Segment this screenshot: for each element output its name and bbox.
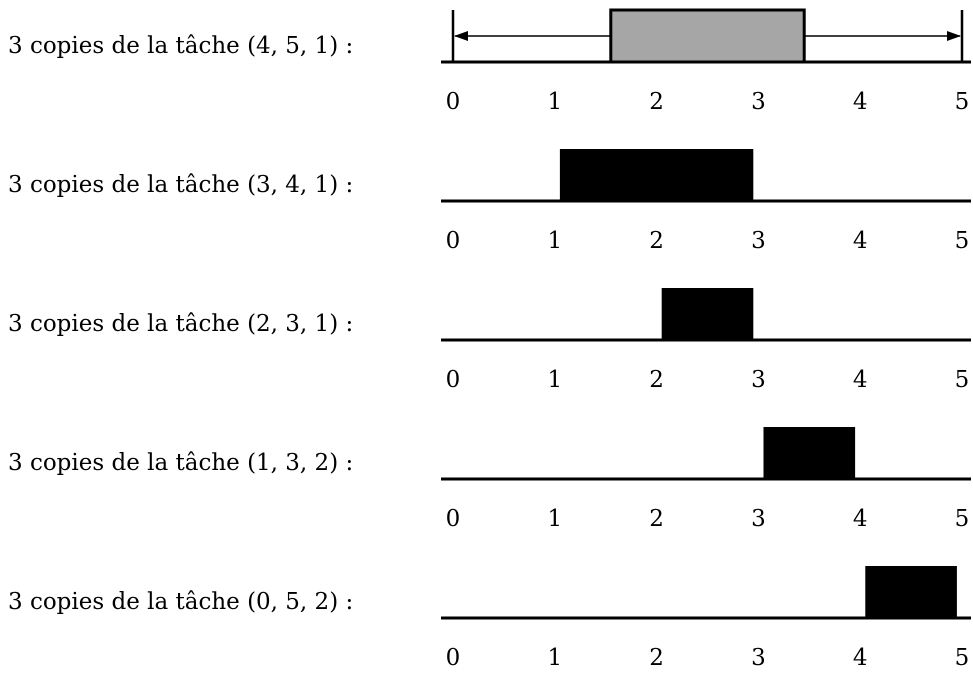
schedule-row: 3 copies de la tâche (3, 4, 1) : 0 1 2 3 4 5 [8, 149, 971, 254]
tick-label: 4 [853, 645, 868, 671]
black-task-block [865, 566, 957, 618]
row-label: 3 copies de la tâche (0, 5, 2) : [8, 589, 353, 615]
tick-label: 2 [649, 506, 664, 532]
tick-label: 3 [751, 367, 766, 393]
schedule-row: 3 copies de la tâche (2, 3, 1) : 0 1 2 3 4 5 [8, 288, 971, 393]
row-label: 3 copies de la tâche (2, 3, 1) : [8, 311, 353, 337]
tick-label: 2 [649, 367, 664, 393]
rows-layer: 3 copies de la tâche (4, 5, 1) :0 1 2 3 4 53 … [8, 8, 971, 671]
tick-label: 2 [649, 89, 664, 115]
tick-label: 5 [955, 89, 970, 115]
row-label: 3 copies de la tâche (3, 4, 1) : [8, 172, 353, 198]
schedule-row: 3 copies de la tâche (0, 5, 2) : 0 1 2 3 4 5 [8, 566, 971, 671]
tick-label: 0 [446, 645, 461, 671]
tick-label: 1 [547, 367, 562, 393]
tick-label: 2 [649, 645, 664, 671]
schedule-row: 3 copies de la tâche (4, 5, 1) : 0 1 2 3 4 5 [8, 8, 971, 115]
tick-label: 0 [446, 506, 461, 532]
tick-label: 5 [955, 367, 970, 393]
tick-label: 1 [547, 506, 562, 532]
tick-label: 1 [547, 228, 562, 254]
tick-label: 3 [751, 228, 766, 254]
gray-task-block [609, 8, 806, 64]
black-task-block [661, 288, 754, 340]
tick-label: 3 [751, 89, 766, 115]
schedule-row: 3 copies de la tâche (1, 3, 2) : 0 1 2 3 4 5 [8, 427, 971, 532]
tick-label: 5 [955, 645, 970, 671]
tick-label: 5 [955, 228, 970, 254]
tick-label: 1 [547, 89, 562, 115]
tick-label: 3 [751, 506, 766, 532]
tick-label: 0 [446, 228, 461, 254]
tick-label: 4 [853, 367, 868, 393]
tick-label: 4 [853, 89, 868, 115]
tick-label: 1 [547, 645, 562, 671]
tick-label: 0 [446, 367, 461, 393]
black-task-block [763, 427, 856, 479]
tick-label: 4 [853, 506, 868, 532]
tick-label: 0 [446, 89, 461, 115]
tick-label: 4 [853, 228, 868, 254]
tick-label: 2 [649, 228, 664, 254]
black-task-block [559, 149, 754, 201]
tick-label: 3 [751, 645, 766, 671]
row-label: 3 copies de la tâche (4, 5, 1) : [8, 33, 353, 59]
tick-label: 5 [955, 506, 970, 532]
row-label: 3 copies de la tâche (1, 3, 2) : [8, 450, 353, 476]
